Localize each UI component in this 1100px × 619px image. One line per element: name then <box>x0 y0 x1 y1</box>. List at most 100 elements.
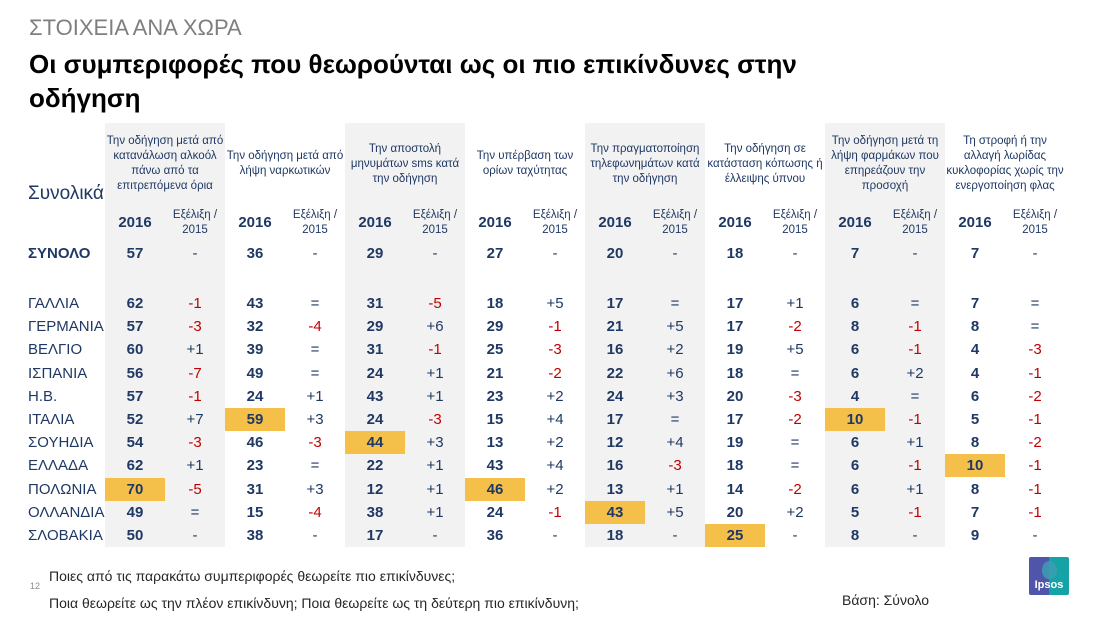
country-change: -2 <box>548 365 562 382</box>
column-header-label: Την υπέρβαση των ορίων ταχύτητας <box>476 150 574 177</box>
column-header: Την υπέρβαση των ορίων ταχύτητας <box>465 124 585 204</box>
country-value: 24 <box>606 388 624 405</box>
column-header-label: Την οδήγηση σε κατάσταση κόπωσης ή έλλει… <box>707 142 823 185</box>
country-value: 8 <box>850 527 860 544</box>
base-note: Βάση: Σύνολο <box>842 592 930 608</box>
country-value: 57 <box>126 388 144 405</box>
highlighted-value: 10 <box>945 454 1005 477</box>
country-change: -1 <box>908 318 922 335</box>
country-label: ΙΣΠΑΝΙΑ <box>28 365 88 382</box>
country-label: ΟΛΛΑΝΔΙΑ <box>28 504 105 521</box>
country-value: 52 <box>126 411 144 428</box>
country-change: -3 <box>308 434 322 451</box>
country-change: -3 <box>788 388 802 405</box>
country-value: 17 <box>726 411 744 428</box>
country-value: 7 <box>970 504 980 521</box>
year-header: 2016 <box>478 214 512 231</box>
country-value: 17 <box>726 295 744 312</box>
country-change: = <box>1030 295 1040 312</box>
country-change: +3 <box>666 388 684 405</box>
total-row-label: ΣΥΝΟΛΟ <box>28 245 91 262</box>
country-value: 31 <box>246 481 264 498</box>
question-text-1: Ποιες από τις παρακάτω συμπεριφορές θεωρ… <box>49 568 456 584</box>
total-value: 7 <box>850 245 860 262</box>
country-value: 24 <box>246 388 264 405</box>
country-change: -1 <box>548 318 562 335</box>
country-change: = <box>190 504 200 521</box>
country-value: 49 <box>246 365 264 382</box>
country-value: 13 <box>486 434 504 451</box>
country-change: - <box>432 527 438 544</box>
country-label: ΙΤΑΛΙΑ <box>28 411 75 428</box>
evolution-header: Εξέλιξη / 2015 <box>892 209 938 236</box>
country-value: 12 <box>606 434 624 451</box>
country-change: -1 <box>1028 365 1042 382</box>
country-change: -5 <box>428 295 442 312</box>
country-change: +1 <box>666 481 684 498</box>
total-value: 27 <box>486 245 504 262</box>
country-change: -1 <box>1028 411 1042 428</box>
country-value: 15 <box>486 411 504 428</box>
country-value: 17 <box>726 318 744 335</box>
country-change: +5 <box>666 318 684 335</box>
country-change: +1 <box>426 388 444 405</box>
country-change: -1 <box>908 411 922 428</box>
country-value: 5 <box>850 504 860 521</box>
total-change: - <box>192 245 198 262</box>
country-value: 19 <box>726 434 744 451</box>
country-value: 32 <box>246 318 264 335</box>
country-change: = <box>310 365 320 382</box>
highlighted-value: 70 <box>105 478 165 501</box>
country-label: ΕΛΛΑΔΑ <box>28 457 89 474</box>
evolution-header: Εξέλιξη / 2015 <box>292 209 338 236</box>
country-change: = <box>910 295 920 312</box>
country-value: 6 <box>850 295 860 312</box>
country-change: -1 <box>1028 457 1042 474</box>
country-value: 9 <box>970 527 980 544</box>
column-header: Την οδήγηση μετά από λήψη ναρκωτικών <box>225 124 345 204</box>
country-change: +1 <box>906 434 924 451</box>
country-change: +1 <box>426 481 444 498</box>
column-header-label: Την οδήγηση μετά τη λήψη φαρμάκων που επ… <box>831 135 939 192</box>
evolution-header: Εξέλιξη / 2015 <box>412 209 458 236</box>
country-value: 12 <box>366 481 384 498</box>
total-value: 36 <box>246 245 264 262</box>
country-value: 18 <box>726 457 744 474</box>
country-change: -1 <box>188 388 202 405</box>
total-change: - <box>552 245 558 262</box>
country-value: 60 <box>126 341 144 358</box>
column-band <box>825 123 945 547</box>
column-header: Την πραγματοποίηση τηλεφωνημάτων κατά τη… <box>585 124 705 204</box>
country-value: 24 <box>366 411 384 428</box>
country-label: ΣΛΟΒΑΚΙΑ <box>28 527 103 544</box>
country-value: 46 <box>246 434 264 451</box>
column-header-label: Την αποστολή μηνυμάτων sms κατά την οδήγ… <box>350 142 460 185</box>
country-value: 19 <box>726 341 744 358</box>
page-number: 12 <box>30 581 41 591</box>
column-header-label: Την πραγματοποίηση τηλεφωνημάτων κατά τη… <box>590 142 700 185</box>
highlighted-value: 25 <box>705 524 765 547</box>
country-change: -1 <box>428 341 442 358</box>
highlighted-value: 44 <box>345 431 405 454</box>
column-band <box>105 123 225 547</box>
evolution-header: Εξέλιξη / 2015 <box>1012 209 1058 236</box>
country-value: 43 <box>366 388 384 405</box>
year-header: 2016 <box>838 214 872 231</box>
country-change: -3 <box>548 341 562 358</box>
country-value: 18 <box>606 527 624 544</box>
country-value: 7 <box>970 295 980 312</box>
country-change: +5 <box>546 295 564 312</box>
country-change: +2 <box>546 388 564 405</box>
country-change: -1 <box>548 504 562 521</box>
country-change: +1 <box>186 457 204 474</box>
country-change: -3 <box>428 411 442 428</box>
country-change: - <box>672 527 678 544</box>
country-change: -5 <box>188 481 202 498</box>
country-value: 6 <box>850 365 860 382</box>
country-value: 15 <box>246 504 264 521</box>
country-change: +3 <box>306 481 324 498</box>
country-value: 6 <box>850 457 860 474</box>
country-change: -2 <box>1028 434 1042 451</box>
total-value: 18 <box>726 245 744 262</box>
column-band <box>345 123 465 547</box>
